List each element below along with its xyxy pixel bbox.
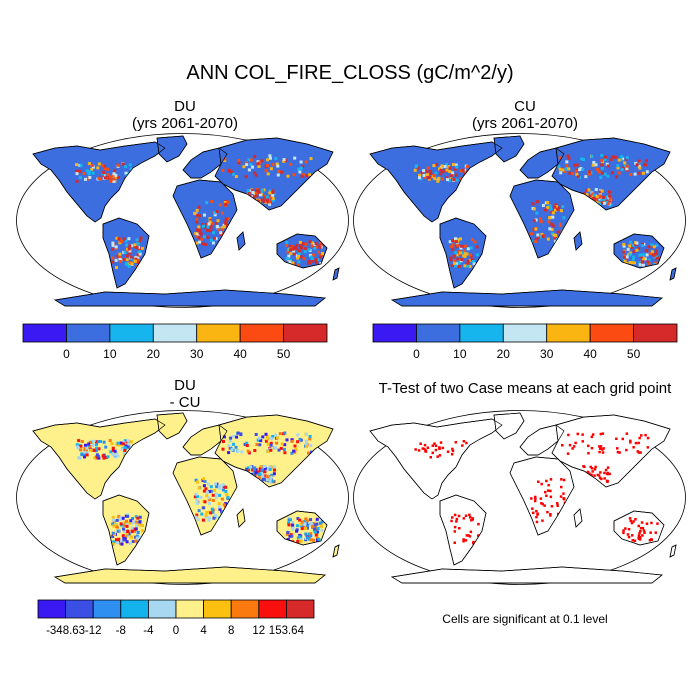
colorbar-swatch (633, 323, 678, 343)
colorbar-diff: -348.63 -12 -8 -4 0 4 8 12 153.64 (37, 599, 315, 637)
colorbar-tick-label: 0 (63, 347, 70, 361)
colorbar-swatch (459, 323, 504, 343)
colorbar-tick-label: -348.63 (46, 625, 85, 637)
colorbar-tick-label: 10 (453, 347, 467, 361)
colorbar-swatch (546, 323, 591, 343)
map-cu (353, 133, 686, 308)
colorbar-tick-label: -4 (143, 625, 154, 637)
colorbar-tick-label: 30 (190, 347, 204, 361)
colorbar-swatch (416, 323, 461, 343)
colorbar-tick-label: -8 (116, 625, 126, 637)
colorbar-tick-label: 40 (233, 347, 247, 361)
colorbar-tick-label: 153.64 (269, 625, 305, 637)
colorbar-swatch (152, 323, 198, 343)
colorbar-swatch (589, 323, 634, 343)
colorbar-tick-label: 40 (583, 347, 597, 361)
panel-du-title-line1: DU (174, 98, 196, 115)
colorbar-swatch (37, 599, 67, 619)
panel-du-title-line2: (yrs 2061-2070) (132, 115, 238, 132)
figure-title: ANN COL_FIRE_CLOSS (gC/m^2/y) (186, 62, 514, 84)
colorbar-tick-label: 0 (173, 625, 179, 637)
colorbar-tick-label: 50 (277, 347, 291, 361)
colorbar-tick-label: 30 (540, 347, 554, 361)
colorbar-tick-label: 20 (497, 347, 511, 361)
colorbar-swatch (65, 599, 94, 619)
panel-diff-title-line2: - CU (169, 394, 201, 411)
colorbar-tick-label: 50 (627, 347, 641, 361)
colorbar-swatch (502, 323, 548, 343)
land-layer (369, 135, 677, 307)
panel-cu-title: CU (yrs 2061-2070) (355, 98, 695, 132)
colorbar-swatch (66, 323, 111, 343)
colorbar-swatch (372, 323, 417, 343)
colorbar-swatch (285, 599, 315, 619)
colorbar-tick-label: 10 (103, 347, 117, 361)
map-ttest (353, 410, 686, 585)
map-du (16, 133, 349, 308)
colorbar-swatch (147, 599, 177, 619)
panel-du-title: DU (yrs 2061-2070) (15, 98, 355, 132)
map-diff (16, 410, 349, 585)
colorbar-tick-label: 4 (200, 625, 207, 637)
colorbar-tick-label: 12 (252, 625, 265, 637)
colorbar-tick-label: 8 (228, 625, 234, 637)
colorbar-swatch (283, 323, 328, 343)
colorbar-swatch (92, 599, 122, 619)
panel-ttest-title-line1: T-Test of two Case means at each grid po… (378, 380, 672, 397)
colorbar-tick-label: -12 (85, 625, 102, 637)
significance-note: Cells are significant at 0.1 level (442, 612, 608, 626)
colorbar-swatch (196, 323, 241, 343)
colorbar-swatch (22, 323, 67, 343)
colorbar-swatch (109, 323, 154, 343)
panel-cu-title-line2: (yrs 2061-2070) (472, 115, 578, 132)
colorbar-swatch (230, 599, 260, 619)
colorbar-cu: 0 10 20 30 40 50 (372, 323, 678, 361)
colorbar-swatch (203, 599, 232, 619)
colorbar-swatch (239, 323, 284, 343)
panel-diff-title-line1: DU (174, 377, 196, 394)
colorbar-swatch (175, 599, 205, 619)
colorbar-tick-label: 0 (413, 347, 420, 361)
colorbar-swatch (258, 599, 287, 619)
colorbar-du: 0 10 20 30 40 50 (22, 323, 328, 361)
colorbar-swatch (120, 599, 149, 619)
panel-cu-title-line1: CU (514, 98, 536, 115)
land-layer (369, 412, 677, 584)
panel-ttest-title: T-Test of two Case means at each grid po… (355, 380, 695, 397)
colorbar-tick-label: 20 (147, 347, 161, 361)
panel-diff-title: DU - CU (15, 377, 355, 411)
